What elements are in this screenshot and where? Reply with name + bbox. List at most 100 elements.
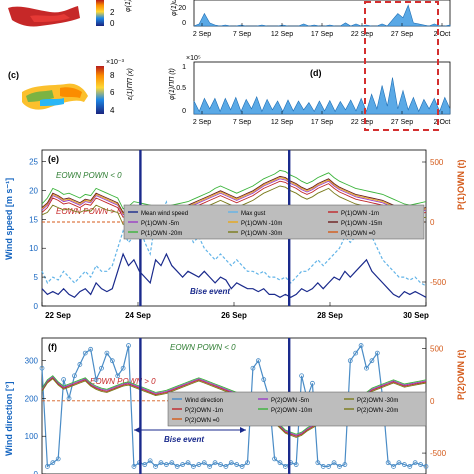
d-area-xtick-label: 22 Sep	[351, 119, 373, 126]
f-ytick-label: 200	[25, 394, 39, 403]
legend-e-items-label: P(1)OWN -30m	[241, 231, 282, 237]
f-lines-series-wind-direction	[41, 344, 427, 468]
legend-f-items-label: P(2)OWN -20m	[357, 408, 398, 414]
f-lines-marker	[207, 464, 213, 469]
f-lines-marker	[255, 358, 261, 364]
f-annot-bot: EOWN POWN > 0	[90, 377, 156, 386]
d-ylabel: φ(1)ΠΠ (t)	[169, 68, 176, 100]
f-lines-marker	[104, 350, 110, 356]
legend-e-items-label: P(1)OWN =0	[341, 231, 376, 237]
b-area-xtick-label: 12 Sep	[271, 31, 293, 38]
e-lines-series-p-1-own-10m	[41, 177, 427, 215]
legend-e-items-label: Mean wind speed	[141, 211, 188, 217]
colorbar-mid-exp: ×10⁻³	[106, 59, 125, 66]
f-ytick-label: 300	[25, 357, 39, 366]
e-lines-series-p-1-own-1m	[41, 180, 427, 218]
e-lines-series-mean-wind-speed	[41, 252, 427, 299]
e-xtick-label: 24 Sep	[125, 311, 151, 320]
d-ytick-1: 1	[182, 64, 186, 71]
f-lines-marker	[201, 460, 207, 466]
e-y2label: P(1)OWN (t)	[456, 160, 466, 211]
b-ytick-20: 20	[178, 5, 186, 12]
f-lines-marker	[77, 362, 83, 367]
f-lines-marker	[412, 460, 418, 466]
colorbar-top-tick-2: 2	[110, 8, 115, 17]
b-ylabel: φ(1)u	[171, 0, 178, 16]
d-ytick-0: 0	[182, 108, 186, 115]
f-lines-marker	[315, 460, 321, 466]
e-ytick-label: 15	[29, 215, 38, 224]
e-bise-label: Bise event	[190, 287, 230, 296]
f-lines-marker	[153, 464, 158, 469]
f-lines-marker	[282, 464, 288, 469]
f-lines-marker	[191, 464, 196, 469]
colorbar-top-tick-0: 0	[110, 19, 115, 28]
panel-d-chart: ×10⁵ (d) 1 0.5 0 φ(1)ΠΠ (t) 2 Sep 7 Sep 12…	[169, 55, 450, 126]
legend-f-items-label: P(2)OWN -1m	[185, 408, 223, 414]
f-lines-marker	[353, 350, 359, 356]
f-bise-label: Bise event	[164, 435, 204, 444]
b-area-xtick-label: 17 Sep	[311, 31, 333, 38]
e-annot-top: EOWN POWN < 0	[56, 171, 122, 180]
e-ylabel: Wind speed [m s⁻¹]	[4, 178, 14, 260]
legend-e-items-label: P(1)OWN -5m	[141, 221, 179, 227]
f-lines-marker	[45, 464, 50, 469]
colorbar-mid: ×10⁻³ 8 6 4 ε(1)ΠΠ (x)	[96, 59, 134, 115]
f-lines-marker	[423, 464, 429, 469]
e-xtick-label: 22 Sep	[45, 311, 71, 320]
f-lines-marker	[299, 373, 305, 379]
e-annot-bot: EOWN POWN > 0	[56, 207, 122, 216]
f-lines-marker	[196, 462, 202, 467]
legend-f: Wind direction P(2)OWN -5m P(2)OWN -30m P(2…	[167, 391, 427, 427]
f-lines-marker	[342, 462, 348, 467]
b-area-xtick-label: 22 Sep	[351, 31, 373, 38]
e-y2tick-label: -500	[430, 278, 447, 287]
d-area-xtick-label: 2 Oct	[434, 119, 451, 126]
d-ytick-05: 0.5	[176, 85, 186, 92]
legend-f-items-label: P(2)OWN =0	[185, 418, 220, 424]
f-y2tick-label: -500	[430, 449, 447, 458]
f-lines-marker	[115, 373, 121, 379]
e-ytick-label: 0	[34, 302, 39, 311]
f-lines-marker	[142, 462, 148, 467]
map-top-hot	[30, 14, 70, 22]
f-lines-marker	[374, 350, 380, 356]
f-lines-marker	[147, 458, 153, 464]
panel-e-chart: (e) EOWN POWN < 0 EOWN POWN > 0 25 20 15 10…	[4, 149, 466, 320]
e-lines-series-p-1-own-20m	[41, 169, 427, 210]
f-lines-marker	[331, 460, 337, 466]
f-lines-marker	[185, 460, 191, 466]
f-lines-marker	[347, 358, 353, 364]
f-lines-marker	[418, 462, 423, 467]
f-lines-marker	[272, 456, 277, 462]
d-area-area-path	[193, 77, 451, 115]
f-y2tick-label: 0	[430, 397, 435, 406]
f-lines-marker	[93, 377, 99, 382]
e-lines-series-max-gust	[41, 200, 427, 287]
f-lines-marker	[320, 464, 326, 469]
d-area-xtick-label: 17 Sep	[311, 119, 333, 126]
legend-e-items-label: P(1)OWN -20m	[141, 231, 182, 237]
f-lines-marker	[407, 464, 413, 469]
map-c: (c)	[8, 70, 88, 110]
f-lines-marker	[245, 460, 250, 466]
e-ytick-label: 20	[29, 186, 38, 195]
legend-f-items-label: P(2)OWN -30m	[357, 398, 398, 404]
legend-e: Mean wind speed Max gust P(1)OWN -1m P(1)OW…	[123, 204, 425, 240]
f-lines-marker	[39, 365, 45, 371]
e-y2tick-label: 500	[430, 158, 444, 167]
colorbar-mid-tick-4: 4	[110, 106, 115, 115]
panel-f-chart: (f) EOWN POWN < 0 EOWN POWN > 0 300 200 10…	[4, 337, 466, 474]
f-lines-marker	[126, 343, 131, 348]
f-lines-marker	[82, 350, 88, 356]
f-lines-marker	[391, 464, 396, 469]
e-ytick-label: 10	[29, 244, 38, 253]
colorbar-top: 2 0 φ(1)u	[96, 0, 132, 28]
f-lines-marker	[364, 365, 369, 371]
colorbar-top-label: φ(1)u	[125, 0, 132, 12]
f-lines-marker	[180, 462, 186, 467]
f-lines-marker	[401, 462, 407, 467]
f-lines-marker	[174, 464, 180, 469]
f-lines-marker	[72, 373, 77, 379]
map-top	[8, 6, 80, 27]
